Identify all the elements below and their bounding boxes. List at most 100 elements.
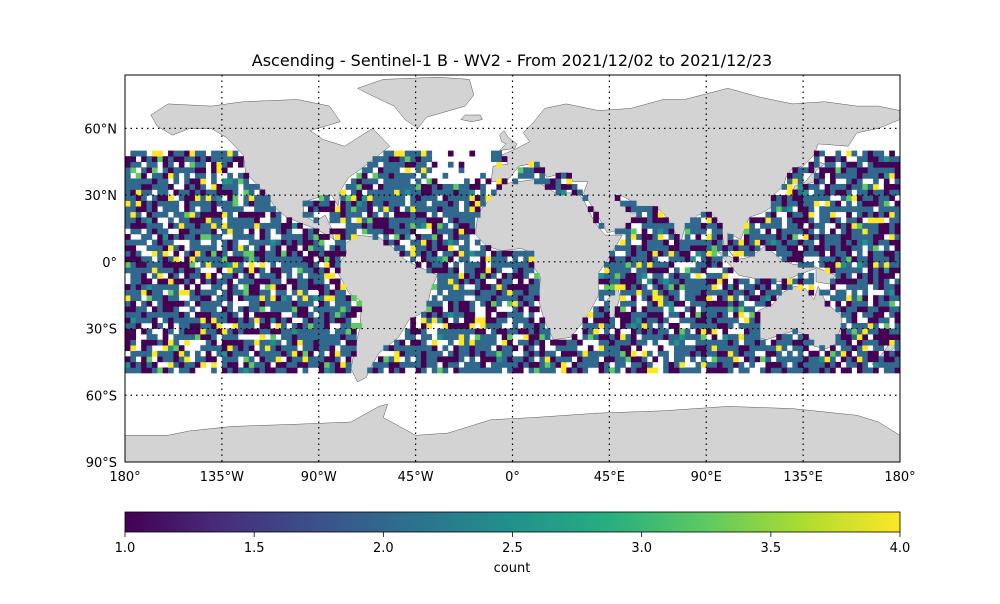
data-cell <box>464 272 470 279</box>
data-cell <box>717 278 723 285</box>
data-cell <box>275 311 282 318</box>
data-cell <box>743 295 750 302</box>
data-cell <box>329 228 336 235</box>
data-cell <box>474 339 481 346</box>
data-cell <box>846 328 852 335</box>
data-cell <box>851 222 858 229</box>
data-cell <box>130 300 137 307</box>
data-cell <box>711 228 718 235</box>
data-cell <box>792 195 799 201</box>
data-cell <box>528 284 535 290</box>
data-cell <box>862 284 869 290</box>
data-cell <box>776 200 782 207</box>
data-cell <box>399 200 406 207</box>
data-cell <box>856 245 863 252</box>
data-cell <box>297 222 303 229</box>
data-cell <box>157 284 163 290</box>
data-cell <box>388 167 395 174</box>
data-cell <box>749 306 755 313</box>
data-cell <box>894 217 900 224</box>
data-cell <box>431 339 438 346</box>
data-cell <box>743 350 750 357</box>
data-cell <box>238 172 244 179</box>
data-cell <box>189 334 196 340</box>
data-cell <box>464 311 470 318</box>
data-cell <box>663 367 669 374</box>
data-cell <box>485 256 492 263</box>
data-cell <box>657 211 664 218</box>
data-cell <box>302 322 309 329</box>
data-cell <box>711 334 718 340</box>
data-cell <box>329 206 336 213</box>
data-cell <box>184 317 190 324</box>
data-cell <box>781 250 788 257</box>
data-cell <box>743 345 750 352</box>
data-cell <box>862 156 869 163</box>
data-cell <box>135 306 142 313</box>
data-cell <box>603 339 610 346</box>
data-cell <box>194 350 201 357</box>
data-cell <box>792 172 799 179</box>
data-cell <box>275 267 282 274</box>
data-cell <box>673 328 680 335</box>
data-cell <box>663 361 669 368</box>
data-cell <box>625 356 632 363</box>
data-cell <box>480 189 486 196</box>
data-cell <box>835 200 842 207</box>
data-cell <box>184 367 190 374</box>
data-cell <box>512 311 519 318</box>
data-cell <box>130 306 137 313</box>
data-cell <box>517 306 524 313</box>
data-cell <box>808 250 815 257</box>
data-cell <box>501 156 508 163</box>
data-cell <box>232 267 239 274</box>
data-cell <box>259 250 266 257</box>
data-cell <box>130 345 137 352</box>
data-cell <box>507 272 513 279</box>
data-cell <box>684 284 691 290</box>
data-cell <box>706 272 712 279</box>
data-cell <box>437 239 443 246</box>
data-cell <box>786 189 793 196</box>
data-cell <box>690 267 696 274</box>
data-cell <box>711 245 718 252</box>
data-cell <box>587 311 594 318</box>
data-cell <box>431 228 438 235</box>
data-cell <box>168 150 174 157</box>
data-cell <box>609 345 616 352</box>
data-cell <box>603 278 610 285</box>
data-cell <box>684 256 691 263</box>
data-cell <box>786 200 793 207</box>
data-cell <box>577 189 583 196</box>
data-cell <box>286 361 293 368</box>
data-cell <box>281 250 287 257</box>
data-cell <box>776 228 782 235</box>
data-cell <box>813 356 820 363</box>
data-cell <box>431 189 438 196</box>
data-cell <box>464 334 470 340</box>
data-cell <box>173 284 180 290</box>
data-cell <box>722 250 729 257</box>
data-cell <box>711 300 718 307</box>
data-cell <box>421 189 427 196</box>
data-cell <box>146 222 153 229</box>
data-cell <box>846 183 852 190</box>
data-cell <box>135 278 142 285</box>
data-cell <box>141 183 147 190</box>
data-cell <box>862 189 869 196</box>
data-cell <box>410 334 416 340</box>
data-cell <box>803 334 809 340</box>
data-cell <box>830 245 836 252</box>
data-cell <box>318 256 325 263</box>
data-cell <box>883 367 890 374</box>
data-cell <box>792 339 799 346</box>
data-cell <box>717 289 723 296</box>
data-cell <box>883 256 890 263</box>
data-cell <box>307 267 314 274</box>
data-cell <box>302 239 309 246</box>
data-cell <box>227 200 233 207</box>
data-cell <box>684 228 691 235</box>
data-cell <box>437 317 443 324</box>
data-cell <box>415 183 422 190</box>
data-cell <box>254 256 260 263</box>
